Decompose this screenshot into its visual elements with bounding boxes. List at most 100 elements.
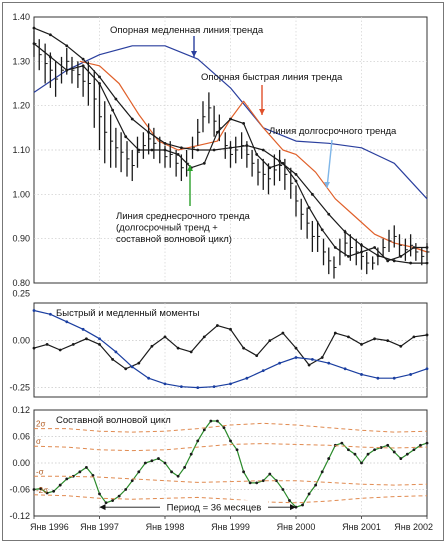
point-composite-wave-cycle — [45, 491, 49, 495]
point-composite-wave-cycle — [386, 443, 390, 447]
point-fast-momentum — [386, 339, 390, 342]
point-composite-wave-cycle — [320, 470, 324, 474]
point-fast-momentum — [333, 331, 337, 335]
point-composite-wave-cycle — [314, 483, 318, 487]
point-composite-wave-cycle — [209, 419, 213, 423]
point-composite-wave-cycle — [255, 481, 259, 485]
point-composite-wave-cycle — [281, 488, 285, 491]
point-slow-momentum — [310, 358, 314, 361]
x-tick-label: Янв 2000 — [277, 522, 316, 532]
point-medium-term-trend — [386, 259, 390, 263]
point-slow-momentum — [245, 376, 249, 380]
y-tick-label: 0.06 — [12, 432, 30, 442]
point-long-term-trend — [327, 212, 331, 216]
point-composite-wave-cycle — [32, 488, 36, 491]
series-medium-term-trend — [33, 43, 427, 262]
point-medium-term-trend — [255, 153, 259, 156]
point-medium-term-trend — [111, 108, 114, 112]
series-band-upper-sigma — [33, 443, 428, 452]
band-label: -σ — [36, 467, 44, 476]
point-slow-momentum — [261, 369, 265, 373]
annotation-fast: Опорная быстрая линия тренда — [201, 72, 343, 83]
x-tick-label: Янв 1999 — [211, 522, 250, 532]
point-fast-momentum — [229, 327, 232, 331]
point-slow-momentum — [130, 365, 134, 369]
point-long-term-trend — [212, 148, 216, 152]
point-long-term-trend — [130, 117, 134, 121]
period-annotation: Период = 36 месяцев — [167, 503, 262, 514]
point-composite-wave-cycle — [117, 494, 121, 498]
band-label: σ — [36, 437, 41, 446]
arrowhead-mid — [187, 165, 193, 171]
arrow-long — [326, 139, 333, 189]
point-medium-term-trend — [202, 161, 206, 165]
point-fast-momentum — [216, 324, 219, 327]
point-fast-momentum — [425, 333, 429, 337]
point-composite-wave-cycle — [392, 450, 396, 454]
point-fast-momentum — [163, 335, 167, 339]
point-long-term-trend — [163, 141, 167, 145]
point-slow-momentum — [392, 376, 396, 380]
point-medium-term-trend — [347, 255, 350, 258]
point-slow-momentum — [147, 376, 151, 380]
point-composite-wave-cycle — [196, 439, 200, 443]
point-fast-momentum — [189, 350, 193, 354]
band-label: -2σ — [36, 486, 48, 495]
point-composite-wave-cycle — [399, 457, 403, 460]
series-band-lower-2sigma — [33, 494, 428, 504]
point-fast-momentum — [294, 346, 298, 350]
annotation-slow: Опорная медленная линия тренда — [110, 25, 264, 36]
arrowhead-long — [324, 182, 330, 188]
arrowhead-fast — [259, 109, 265, 115]
x-tick-label: Янв 1997 — [80, 522, 119, 532]
point-composite-wave-cycle — [137, 470, 141, 474]
point-long-term-trend — [409, 261, 413, 265]
y-tick-label: 1.20 — [12, 101, 30, 111]
point-composite-wave-cycle — [111, 499, 114, 502]
point-composite-wave-cycle — [405, 452, 409, 456]
point-medium-term-trend — [333, 246, 337, 249]
point-medium-term-trend — [176, 153, 180, 156]
point-composite-wave-cycle — [124, 488, 128, 491]
point-composite-wave-cycle — [327, 457, 331, 460]
point-long-term-trend — [310, 192, 314, 196]
point-slow-momentum — [81, 327, 85, 331]
point-long-term-trend — [48, 33, 52, 37]
point-composite-wave-cycle — [340, 441, 344, 445]
point-long-term-trend — [392, 259, 396, 263]
point-composite-wave-cycle — [235, 448, 239, 452]
y-tick-label: 1.00 — [12, 189, 30, 199]
point-composite-wave-cycle — [163, 461, 167, 465]
point-fast-momentum — [71, 342, 75, 346]
point-slow-momentum — [294, 356, 298, 359]
point-composite-wave-cycle — [248, 481, 252, 485]
point-medium-term-trend — [320, 228, 324, 232]
point-slow-momentum — [48, 312, 52, 316]
point-slow-momentum — [425, 367, 429, 371]
point-long-term-trend — [261, 148, 265, 152]
point-composite-wave-cycle — [347, 448, 350, 452]
point-composite-wave-cycle — [242, 470, 246, 474]
point-fast-momentum — [98, 342, 101, 346]
point-composite-wave-cycle — [65, 477, 69, 481]
point-composite-wave-cycle — [229, 439, 232, 443]
point-long-term-trend — [65, 44, 69, 48]
point-fast-momentum — [176, 346, 180, 350]
point-fast-momentum — [347, 335, 350, 339]
series-slow-reference-trend — [33, 45, 428, 200]
point-composite-wave-cycle — [419, 443, 422, 447]
point-composite-wave-cycle — [78, 470, 82, 474]
point-composite-wave-cycle — [183, 466, 187, 469]
point-composite-wave-cycle — [222, 426, 226, 430]
period-arrowhead-right — [290, 504, 296, 511]
point-composite-wave-cycle — [288, 499, 291, 502]
x-tick-label: Янв 1998 — [146, 522, 185, 532]
point-composite-wave-cycle — [98, 492, 101, 496]
point-slow-momentum — [212, 385, 216, 389]
point-composite-wave-cycle — [301, 503, 304, 507]
point-composite-wave-cycle — [189, 452, 193, 456]
point-composite-wave-cycle — [176, 474, 180, 478]
point-composite-wave-cycle — [39, 487, 42, 491]
point-long-term-trend — [32, 26, 36, 30]
